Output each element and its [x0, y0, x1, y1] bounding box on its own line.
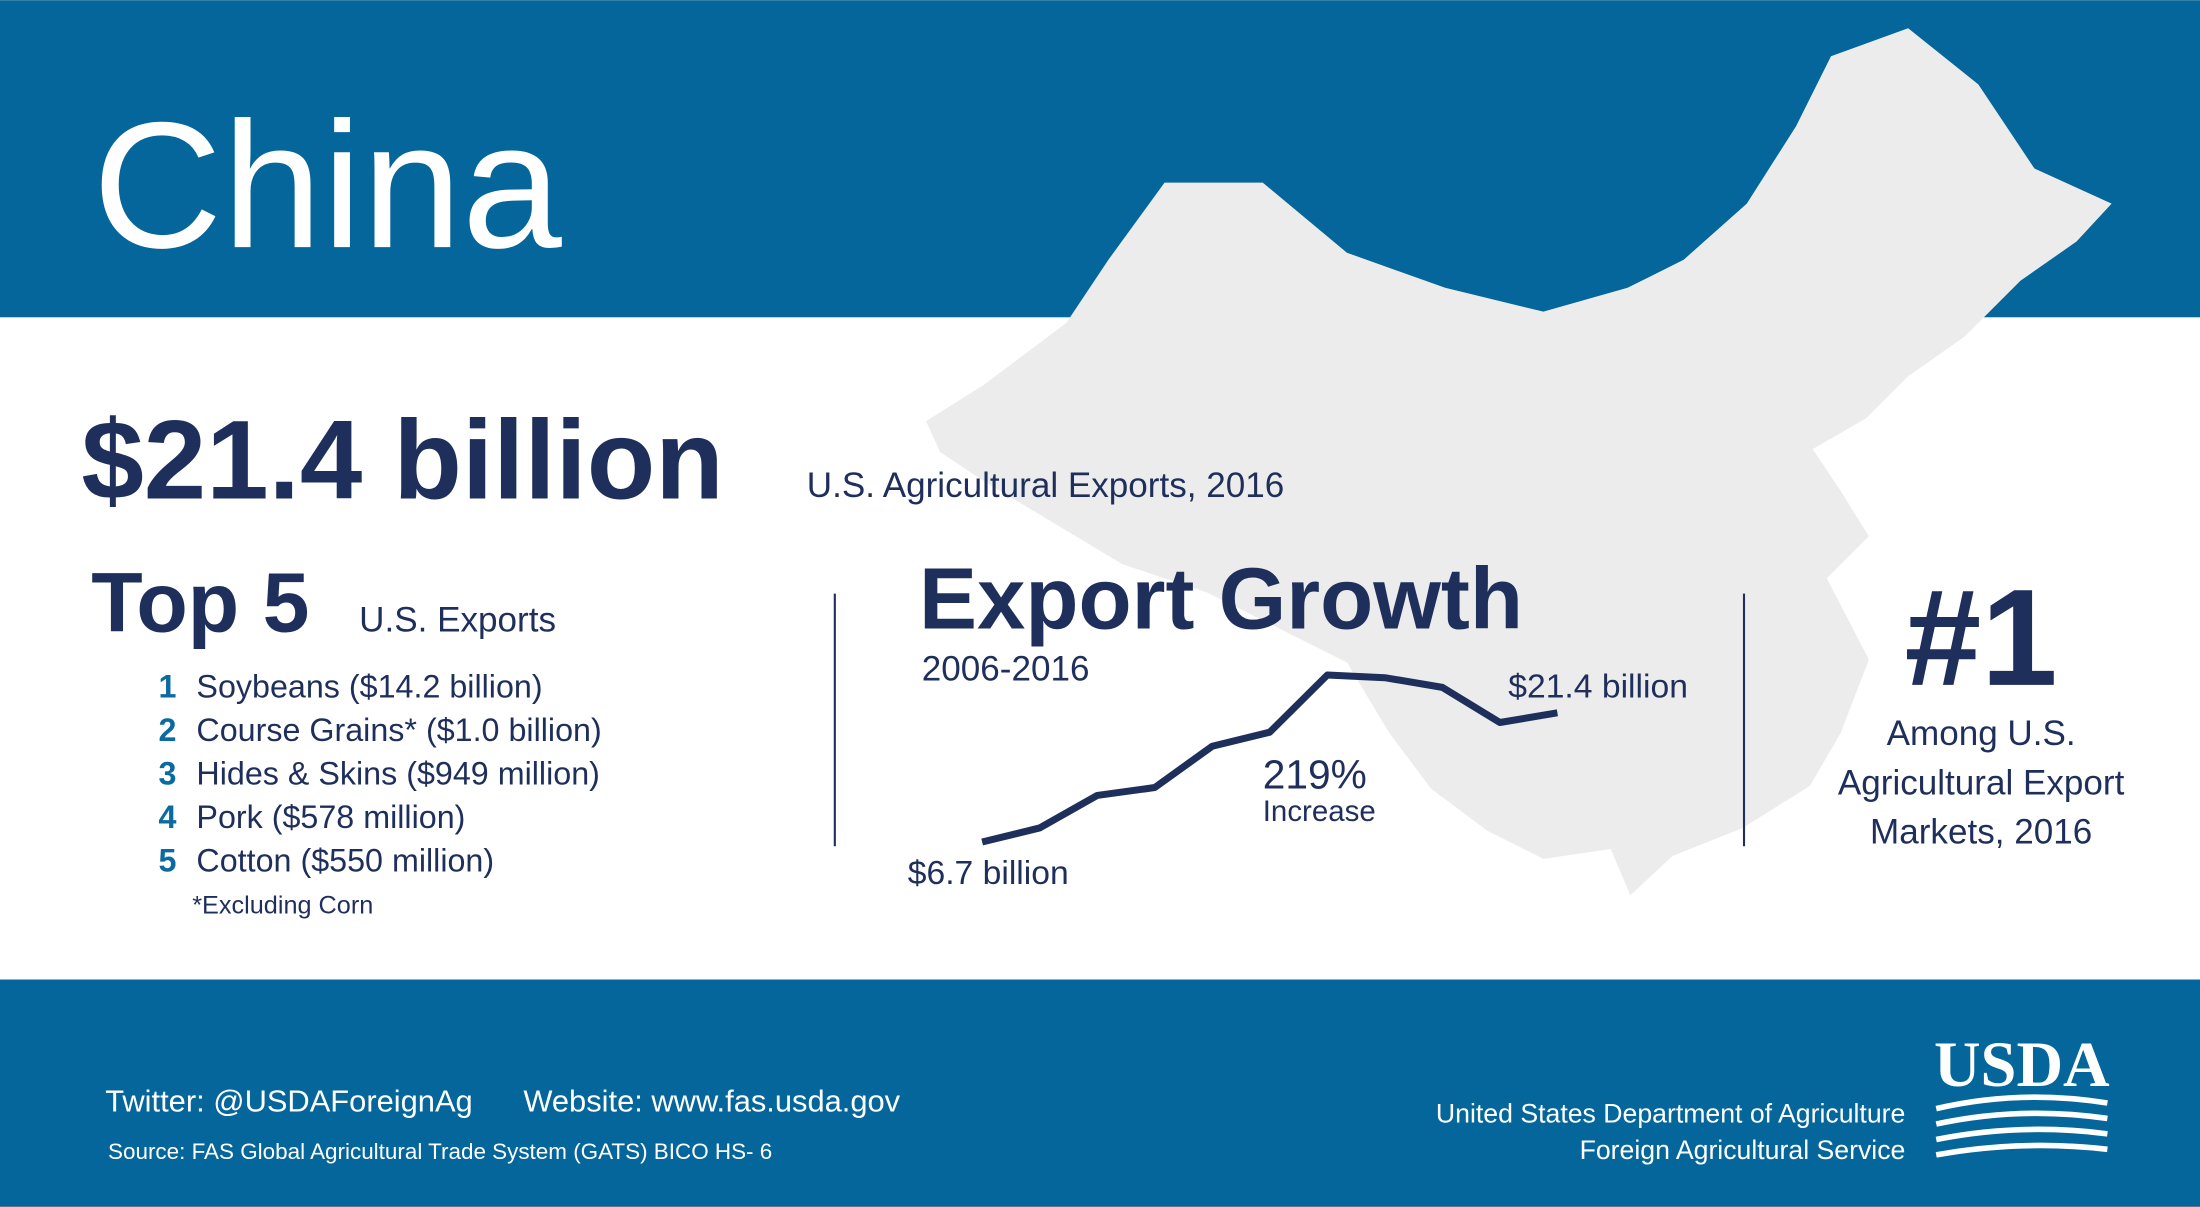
export-item: Cotton ($550 million)	[196, 842, 494, 878]
series-line	[981, 671, 1558, 846]
top-exports-title: Top 5	[91, 556, 309, 650]
export-item: Pork ($578 million)	[196, 799, 465, 835]
china-map	[926, 28, 2112, 896]
website[interactable]: Website: www.fas.usda.gov	[523, 1083, 900, 1118]
rank-line: Agricultural Export	[1838, 763, 2125, 802]
source: Source: FAS Global Agricultural Trade Sy…	[108, 1139, 772, 1164]
export-item: Hides & Skins ($949 million)	[196, 755, 599, 791]
footer-band	[0, 979, 2200, 1207]
annotation: 219%	[1263, 752, 1367, 798]
rank-title: #1	[1905, 562, 2058, 715]
chart-subtitle: 2006-2016	[922, 650, 1090, 689]
org-name: Foreign Agricultural Service	[1580, 1135, 1906, 1165]
line-chart: $6.7 billion $21.4 billion	[908, 668, 1688, 892]
twitter[interactable]: Twitter: @USDAForeignAg	[105, 1083, 472, 1118]
rank-number: 4	[159, 799, 177, 835]
title: China	[93, 85, 562, 286]
rank-number: 3	[159, 755, 177, 791]
rank-number: 2	[159, 712, 177, 748]
rank-number: 1	[159, 669, 177, 705]
export-list: 1 Soybeans ($14.2 billion) 2 Course Grains*…	[159, 669, 602, 879]
note: *Excluding Corn	[192, 892, 373, 920]
logo: USDA	[1934, 1028, 2110, 1100]
export-item: Soybeans ($14.2 billion)	[196, 669, 542, 705]
headline-caption: U.S. Agricultural Exports, 2016	[807, 466, 1284, 505]
logo-waves	[1935, 1094, 2108, 1158]
chart-title: Export Growth	[919, 551, 1523, 648]
rank-line: Among U.S.	[1887, 714, 2076, 753]
value-label: $21.4 billion	[1508, 668, 1688, 705]
headline-value: $21.4 billion	[81, 396, 723, 522]
top-exports-subtitle: U.S. Exports	[359, 601, 556, 640]
org-name: United States Department of Agriculture	[1436, 1099, 1905, 1129]
value-label: $6.7 billion	[908, 855, 1069, 892]
rank-number: 5	[159, 842, 177, 878]
annotation: Increase	[1263, 795, 1376, 828]
export-item: Course Grains* ($1.0 billion)	[196, 712, 601, 748]
rank-line: Markets, 2016	[1870, 812, 2092, 851]
